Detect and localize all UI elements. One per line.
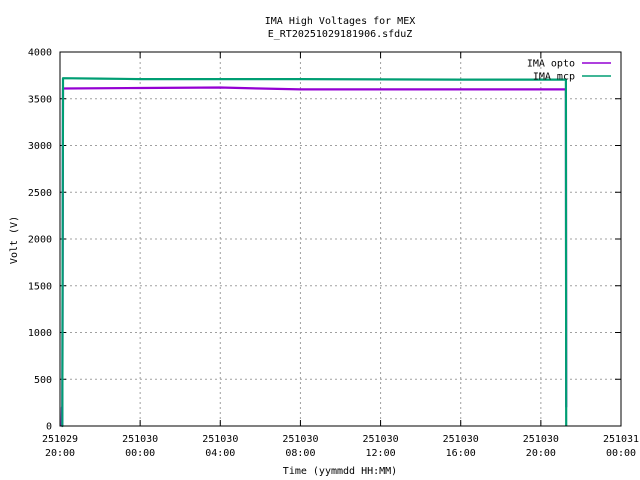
y-tick-label: 1500 xyxy=(28,281,52,292)
x-tick-date-label: 251030 xyxy=(523,434,559,445)
series-line-ima-mcp xyxy=(61,77,568,428)
x-tick-date-label: 251031 xyxy=(603,434,639,445)
chart-title: IMA High Voltages for MEX xyxy=(265,16,416,27)
y-tick-label: 2000 xyxy=(28,235,52,246)
x-tick-time-label: 20:00 xyxy=(45,448,75,459)
x-tick-time-label: 00:00 xyxy=(125,448,155,459)
x-tick-time-label: 04:00 xyxy=(205,448,235,459)
x-tick-date-label: 251030 xyxy=(443,434,479,445)
plot-frame xyxy=(59,51,622,427)
legend-label: IMA mcp xyxy=(533,72,575,83)
x-tick-date-label: 251030 xyxy=(363,434,399,445)
y-tick-label: 2500 xyxy=(28,188,52,199)
axis-ticks: 0 500 1000 1500 2000 2500 3000 3500 4000 251029 20… xyxy=(28,48,639,460)
x-tick-date-label: 251030 xyxy=(282,434,318,445)
grid-lines xyxy=(60,52,621,426)
y-tick-label: 1000 xyxy=(28,328,52,339)
x-tick-date-label: 251029 xyxy=(42,434,78,445)
x-tick-date-label: 251030 xyxy=(122,434,158,445)
x-tick-time-label: 12:00 xyxy=(366,448,396,459)
x-axis-label: Time (yymmdd HH:MM) xyxy=(283,466,397,477)
series-line-ima-opto xyxy=(60,86,568,428)
y-tick-label: 3000 xyxy=(28,141,52,152)
x-tick-date-label: 251030 xyxy=(202,434,238,445)
x-tick-time-label: 16:00 xyxy=(446,448,476,459)
x-tick-time-label: 00:00 xyxy=(606,448,636,459)
y-tick-label: 4000 xyxy=(28,48,52,59)
series-lines xyxy=(60,77,568,428)
y-tick-label: 0 xyxy=(46,422,52,433)
legend-label: IMA opto xyxy=(527,59,575,70)
legend: IMA opto IMA mcp xyxy=(527,59,611,83)
chart-subtitle: E_RT20251029181906.sfduZ xyxy=(268,29,413,40)
x-tick-time-label: 08:00 xyxy=(285,448,315,459)
y-tick-label: 500 xyxy=(34,375,52,386)
x-tick-time-label: 20:00 xyxy=(526,448,556,459)
y-axis-label: Volt (V) xyxy=(9,216,20,264)
y-tick-label: 3500 xyxy=(28,94,52,105)
